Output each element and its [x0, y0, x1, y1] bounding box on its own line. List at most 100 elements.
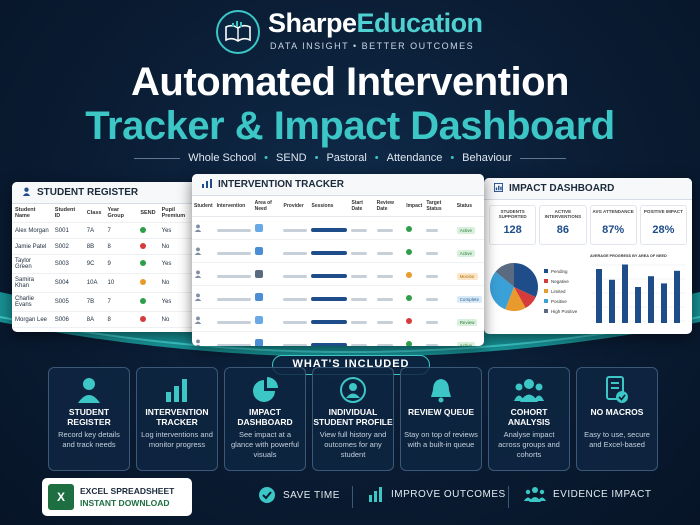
register-cell: S003	[51, 254, 84, 274]
feature-title: REVIEW QUEUE	[407, 407, 475, 417]
category-item: SEND	[276, 152, 307, 164]
pupil-premium-cell: Yes	[158, 254, 200, 274]
stat-label: ACTIVE INTERVENTIONS	[544, 209, 582, 219]
register-cell: S005	[51, 292, 84, 312]
table-row: Jamie Patel S002 8B 8 No	[12, 238, 200, 255]
brand-tagline: DATA INSIGHT • BETTER OUTCOMES	[270, 41, 475, 51]
feature-title: IMPACT DASHBOARD	[237, 407, 293, 427]
brand-logo: SharpeEducation DATA INSIGHT • BETTER OU…	[0, 8, 700, 56]
register-cell: 9	[104, 254, 138, 274]
table-row: Monitor	[192, 262, 484, 286]
legend-label: Limited	[551, 289, 566, 294]
person-icon	[22, 187, 31, 199]
feature-description: Easy to use, secure and Excel-based	[584, 430, 650, 449]
tracker-header: Status	[454, 196, 484, 217]
status-badge: Active	[456, 342, 475, 346]
legend-swatch	[544, 289, 548, 293]
feature-card: INTERVENTION TRACKER Log interventions an…	[136, 367, 218, 471]
bar-chart-icon	[137, 375, 217, 405]
area-of-need-icon	[254, 339, 263, 346]
feature-description: See impact at a glance with powerful vis…	[231, 430, 299, 459]
register-header: Class	[83, 204, 105, 223]
tracker-header: Target Status	[424, 196, 455, 217]
feature-description: Log interventions and monitor progress	[141, 430, 213, 449]
category-item: Attendance	[386, 152, 443, 164]
benefit-save-time: SAVE TIME	[258, 486, 340, 504]
benefit-improve-outcomes: IMPROVE OUTCOMES	[368, 486, 506, 502]
register-cell: 8B	[83, 238, 105, 255]
register-cell: Samira Khan	[12, 273, 52, 293]
tracker-header: Review Date	[374, 196, 405, 217]
tracker-header: Start Date	[349, 196, 375, 217]
stat-label: POSITIVE IMPACT	[643, 209, 683, 214]
send-status-dot	[140, 279, 147, 285]
register-cell: Taylor Green	[12, 254, 52, 274]
table-row: Charlie Evans S005 7B 7 Yes	[12, 292, 200, 312]
table-row: Morgan Lee S006 8A 8 No	[12, 311, 200, 328]
feature-card: STUDENT REGISTER Record key details and t…	[48, 367, 130, 471]
register-header: SEND	[137, 204, 159, 223]
send-status-dot	[140, 298, 147, 304]
intervention-tracker-preview: INTERVENTION TRACKER Student Intervention…	[192, 174, 484, 346]
check-circle-icon	[259, 487, 275, 503]
bar	[648, 276, 654, 323]
excel-icon: X	[48, 484, 74, 510]
status-badge: Complete	[456, 296, 482, 303]
feature-title: COHORT ANALYSIS	[507, 407, 551, 427]
pie-slice	[490, 271, 514, 310]
excel-badge: X EXCEL SPREADSHEET INSTANT DOWNLOAD	[42, 478, 192, 516]
feature-description: Analyse impact across groups and cohorts	[498, 430, 560, 459]
tracker-header: Intervention	[214, 196, 253, 217]
table-row: Complete	[192, 285, 484, 309]
table-row: Taylor Green S003 9C 9 Yes	[12, 254, 200, 274]
page-title-line1: Automated Intervention	[131, 60, 569, 104]
decorative-wave	[0, 292, 700, 357]
avatar-icon	[194, 334, 202, 346]
bottom-strip: X EXCEL SPREADSHEET INSTANT DOWNLOAD SAVE…	[0, 478, 700, 518]
tracker-header: Impact	[404, 196, 425, 217]
bar	[609, 279, 615, 323]
stat-label: AVG ATTENDANCE	[592, 209, 634, 214]
feature-card: IMPACT DASHBOARD See impact at a glance w…	[224, 367, 306, 471]
area-of-need-icon	[254, 247, 263, 255]
feature-card: COHORT ANALYSIS Analyse impact across gro…	[488, 367, 570, 471]
avatar-icon	[194, 265, 202, 282]
register-cell: S002	[51, 238, 84, 255]
stat-value: 28%	[652, 224, 675, 236]
pie-slice	[495, 263, 514, 287]
feature-card: INDIVIDUAL STUDENT PROFILE View full hist…	[312, 367, 394, 471]
area-of-need-icon	[254, 270, 263, 278]
bar-chart-title: AVERAGE PROGRESS BY AREA OF NEED	[590, 254, 667, 258]
pie-chart-icon	[225, 375, 305, 405]
impact-charts: Pending Negative Limited Positive High Posit…	[490, 254, 686, 323]
table-row: Alex Morgan S001 7A 7 Yes	[12, 222, 200, 239]
register-cell: Alex Morgan	[12, 222, 52, 239]
register-header: Pupil Premium	[158, 204, 200, 223]
category-item: Behaviour	[462, 152, 512, 164]
status-badge: Review	[456, 319, 478, 326]
register-cell: 8	[104, 238, 138, 255]
feature-description: Record key details and track needs	[58, 430, 120, 449]
excel-line1: EXCEL SPREADSHEET	[80, 486, 175, 496]
send-status-dot	[140, 226, 147, 233]
avatar-icon	[194, 219, 202, 236]
avatar-icon	[194, 242, 202, 259]
tracker-title: INTERVENTION TRACKER	[218, 179, 344, 190]
document-check-icon	[577, 375, 657, 405]
impact-dashboard-preview: IMPACT DASHBOARD STUDENTS SUPPORTED 128 AC…	[484, 178, 692, 334]
legend-swatch	[544, 309, 548, 313]
profile-icon	[313, 375, 393, 405]
stat-value: 86	[556, 224, 569, 236]
benefit-evidence-impact: EVIDENCE IMPACT	[524, 486, 651, 502]
legend-label: Negative	[551, 279, 569, 284]
stat-card: STUDENTS SUPPORTED 128	[489, 205, 537, 245]
table-row: Review	[192, 308, 484, 332]
send-status-dot	[140, 260, 147, 266]
feature-card: REVIEW QUEUE Stay on top of reviews with …	[400, 367, 482, 471]
category-item: Whole School	[188, 152, 257, 164]
register-cell: 10	[104, 273, 138, 293]
register-header: Year Group	[104, 204, 138, 223]
book-icon	[216, 10, 260, 54]
legend-label: Positive	[551, 299, 567, 304]
feature-list: STUDENT REGISTER Record key details and t…	[48, 367, 658, 471]
